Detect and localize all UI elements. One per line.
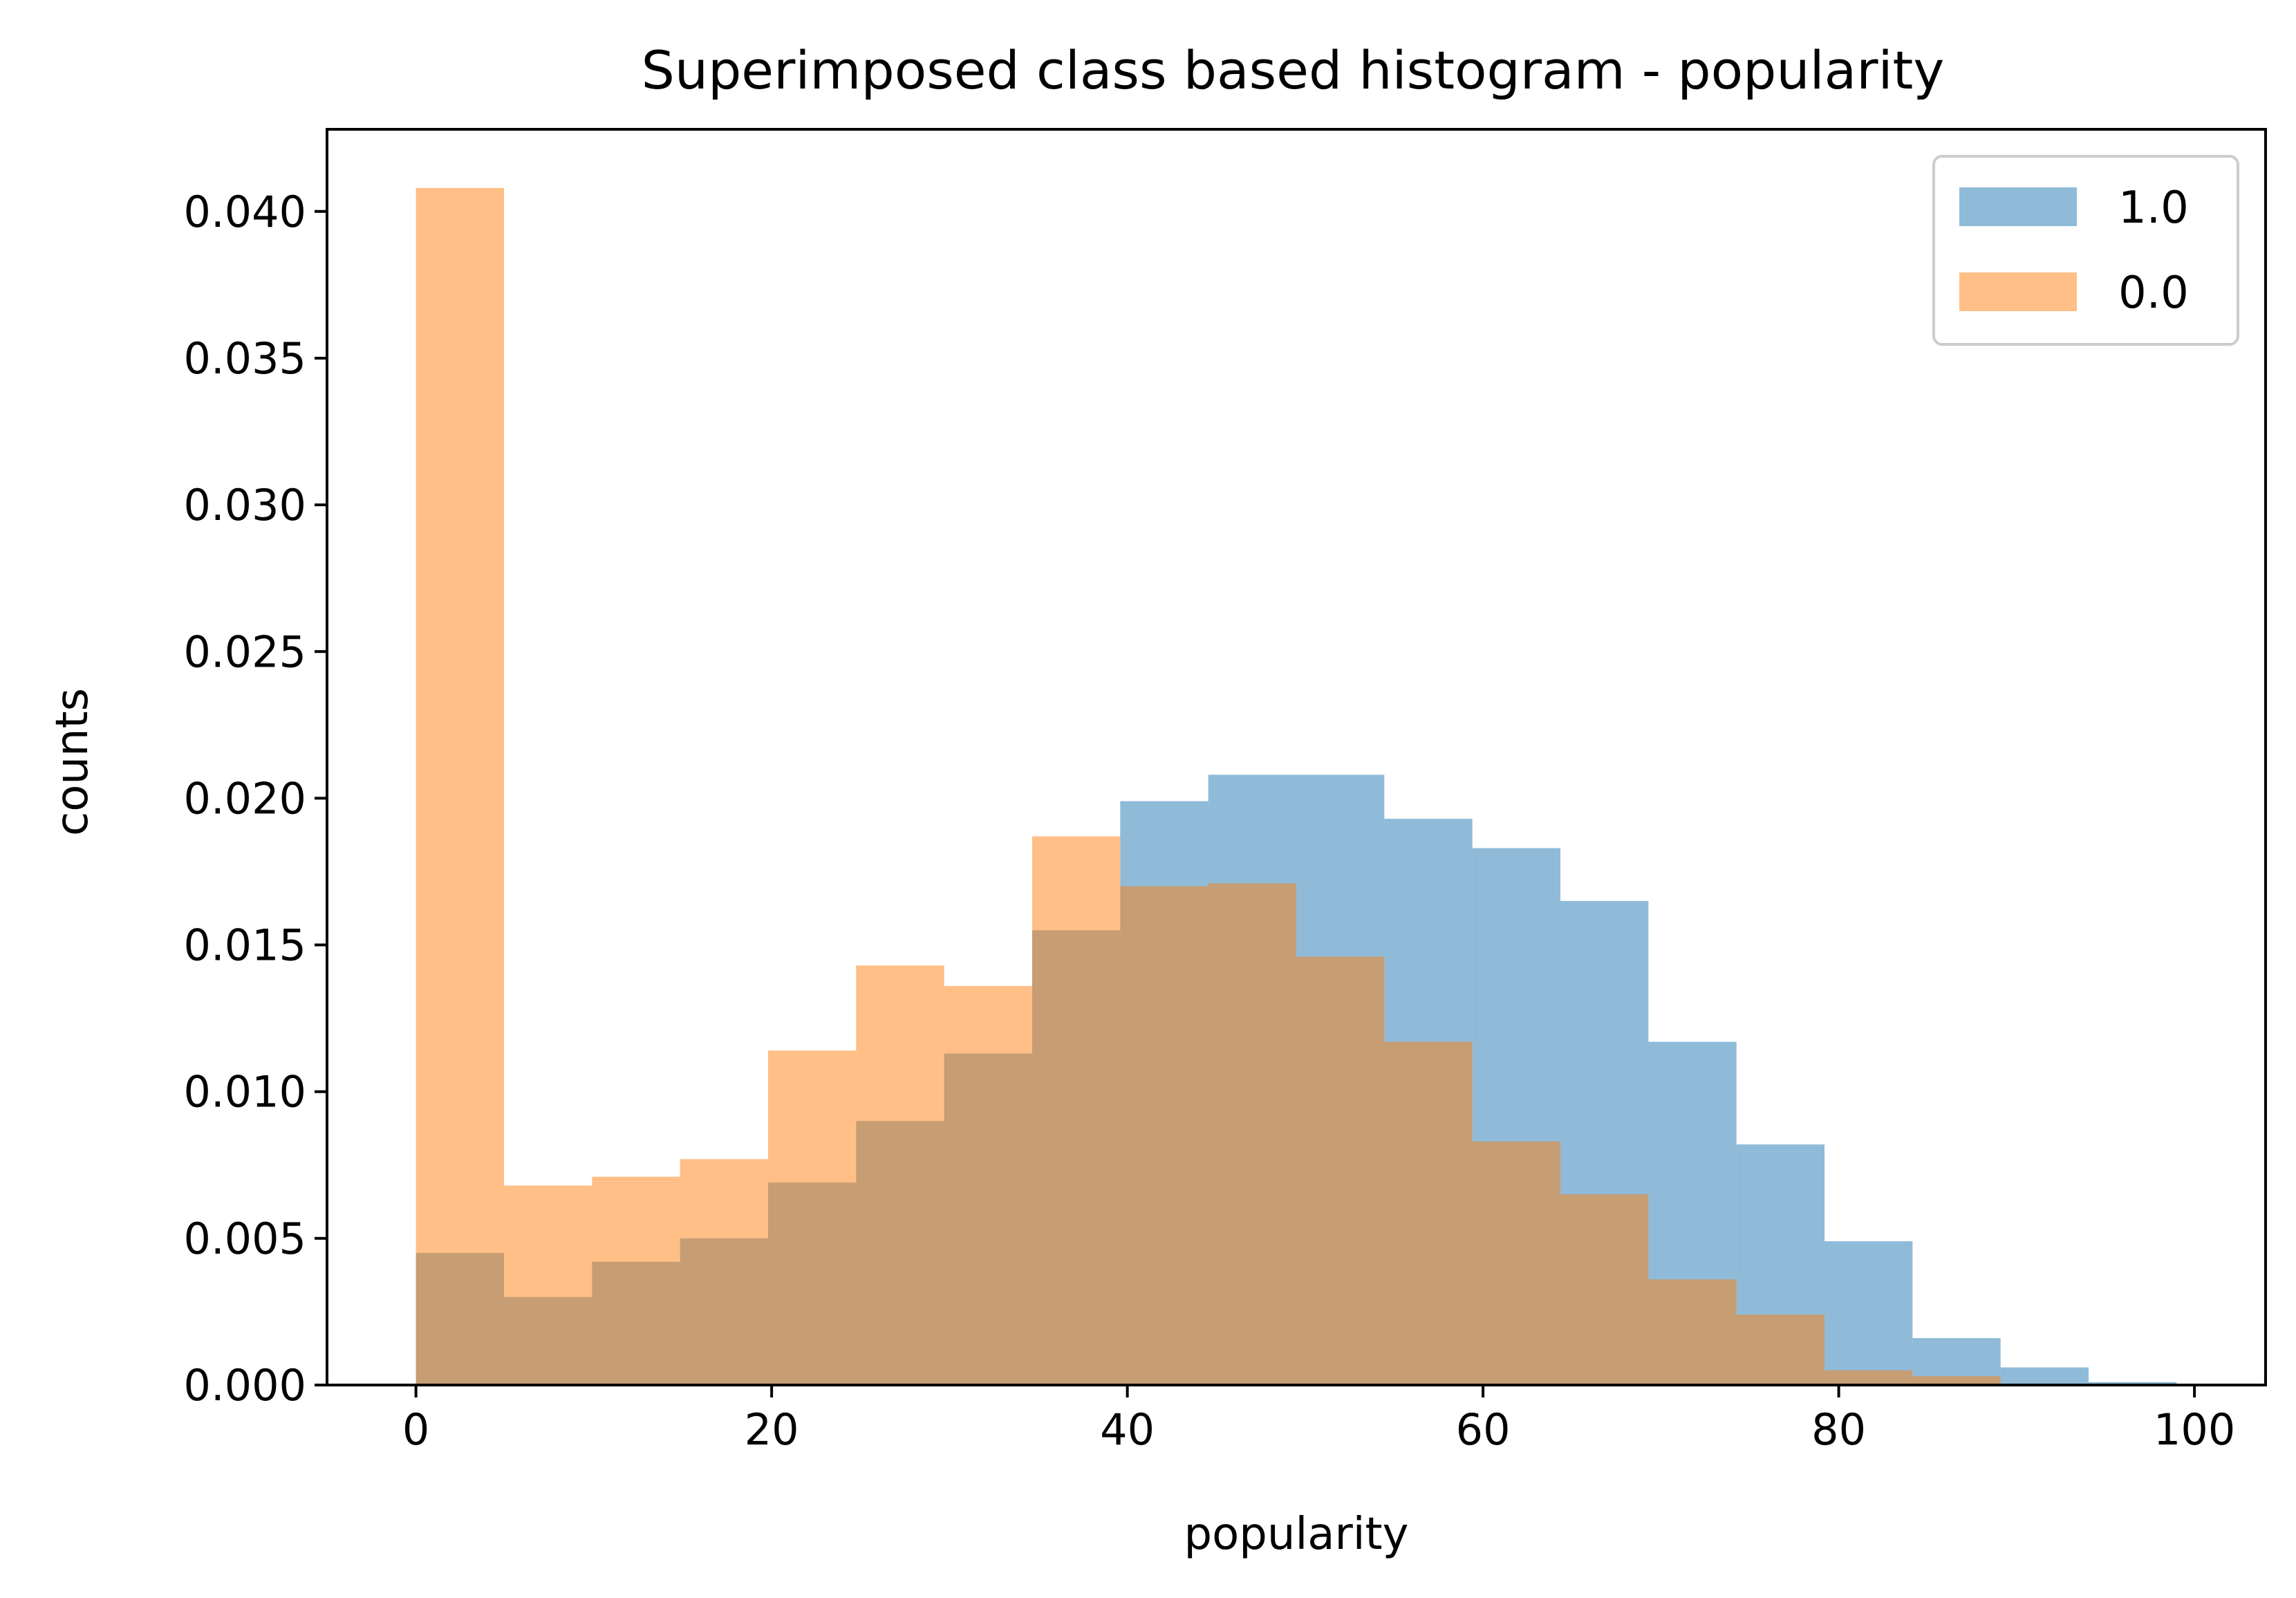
legend-label-0: 1.0 xyxy=(2118,183,2189,234)
y-tick-label: 0.040 xyxy=(184,187,307,237)
legend-swatch-1 xyxy=(1959,272,2077,311)
histogram-bars xyxy=(416,187,2177,1385)
bar-series-0-bin-19 xyxy=(2089,1382,2177,1385)
bar-series-1-bin-12 xyxy=(1472,1141,1561,1385)
bar-series-1-bin-16 xyxy=(1824,1370,1913,1385)
bar-series-1-bin-2 xyxy=(592,1176,680,1385)
x-tick-label: 80 xyxy=(1811,1404,1866,1455)
y-tick-label: 0.020 xyxy=(184,773,307,824)
y-tick-label: 0.005 xyxy=(184,1214,307,1264)
legend: 1.0 0.0 xyxy=(1932,155,2239,346)
plot-frame xyxy=(326,128,2267,1386)
bar-series-1-bin-11 xyxy=(1384,1041,1473,1385)
x-tick-label: 100 xyxy=(2154,1404,2235,1455)
legend-label-1: 0.0 xyxy=(2118,268,2189,319)
bar-series-1-bin-5 xyxy=(856,965,944,1385)
legend-box xyxy=(1932,155,2239,346)
bar-series-1-bin-3 xyxy=(680,1159,768,1385)
bar-series-1-bin-8 xyxy=(1120,886,1208,1385)
bar-series-1-bin-13 xyxy=(1560,1194,1649,1385)
x-tick-label: 60 xyxy=(1456,1404,1511,1455)
bar-series-1-bin-1 xyxy=(503,1185,592,1385)
y-tick-label: 0.015 xyxy=(184,920,307,971)
y-tick-label: 0.030 xyxy=(184,480,307,530)
bar-series-1-bin-14 xyxy=(1648,1279,1737,1385)
bar-series-1-bin-0 xyxy=(416,187,504,1385)
bar-series-1-bin-6 xyxy=(944,985,1032,1385)
chart-title: Superimposed class based histogram - pop… xyxy=(642,39,1945,101)
y-tick-label: 0.000 xyxy=(184,1360,307,1411)
bar-series-1-bin-9 xyxy=(1208,883,1296,1385)
x-axis-label: popularity xyxy=(1184,1509,1408,1560)
x-tick-label: 40 xyxy=(1100,1404,1155,1455)
legend-swatch-0 xyxy=(1959,187,2077,226)
x-tick-label: 0 xyxy=(402,1404,429,1455)
bar-series-1-bin-7 xyxy=(1032,836,1121,1385)
bar-series-0-bin-18 xyxy=(2000,1367,2089,1385)
y-tick-label: 0.010 xyxy=(184,1067,307,1117)
bar-series-1-bin-15 xyxy=(1736,1314,1825,1385)
bar-series-1-bin-4 xyxy=(767,1050,857,1385)
y-tick-label: 0.025 xyxy=(184,626,307,677)
bar-series-1-bin-10 xyxy=(1296,956,1385,1385)
axis-ticks: 0 20 40 60 80 100 0.000 0.005 0.010 0.015 0.020 0.0… xyxy=(184,187,2236,1455)
bar-series-0-bin-16 xyxy=(1824,1241,1913,1385)
x-tick-label: 20 xyxy=(745,1404,799,1455)
y-tick-label: 0.035 xyxy=(184,333,307,384)
bar-series-1-bin-17 xyxy=(1912,1376,2001,1385)
y-axis-label: counts xyxy=(47,688,98,836)
